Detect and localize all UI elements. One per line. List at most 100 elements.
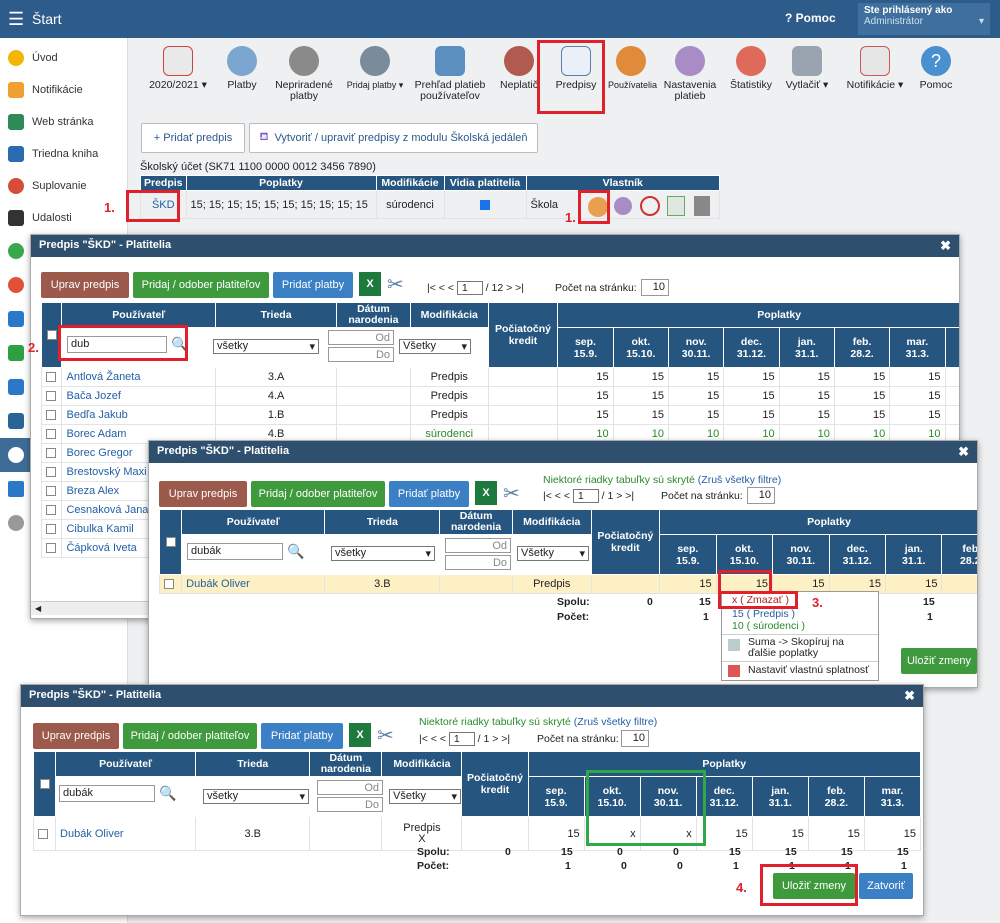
briefcase-icon[interactable] — [0, 302, 127, 336]
menu-item-surodenci[interactable]: 10 ( súrodenci ) — [722, 620, 878, 635]
mod-select[interactable]: Všetky ▾ — [389, 789, 461, 804]
select-all-checkbox[interactable] — [39, 779, 50, 790]
users-icon[interactable] — [588, 197, 608, 217]
menu-item-due-date[interactable]: Nastaviť vlastnú splatnosť — [722, 662, 878, 678]
user-link[interactable]: Dubák Oliver — [60, 827, 124, 840]
search-icon[interactable]: 🔍 — [171, 336, 189, 352]
save-button[interactable]: Uložiť zmeny — [773, 873, 855, 899]
tools-icon[interactable]: ✂ — [503, 483, 520, 505]
gear-icon[interactable] — [0, 506, 127, 540]
add-remove-payers-button[interactable]: Pridaj / odober platiteľov — [133, 272, 269, 298]
check-icon[interactable] — [0, 234, 127, 268]
close-icon[interactable]: ✖ — [904, 688, 915, 703]
add-remove-payers-button[interactable]: Pridaj / odober platiteľov — [251, 481, 385, 507]
add-payments-button[interactable]: Pridať platby — [273, 272, 353, 298]
toolbar-pouzivatelia[interactable]: Používatelia — [608, 44, 657, 91]
row-checkbox[interactable] — [46, 486, 56, 497]
birth-to-input[interactable]: Do — [328, 347, 394, 362]
user-link[interactable]: Bača Jozef — [66, 390, 121, 402]
sidebar-item-udalosti[interactable]: Udalosti — [0, 202, 127, 234]
add-payments-button[interactable]: Pridať platby — [261, 723, 343, 749]
add-remove-payers-button[interactable]: Pridaj / odober platiteľov — [123, 723, 257, 749]
user-link[interactable]: Cesnaková Jana — [66, 504, 149, 516]
user-search-input[interactable]: dubák — [187, 543, 283, 560]
sidebar-item-web[interactable]: Web stránka — [0, 106, 127, 138]
user-link[interactable]: Dubák Oliver — [186, 578, 250, 590]
user-link[interactable]: Antlová Žaneta — [66, 371, 141, 383]
toolbar-nastavenia[interactable]: Nastavenia platieb — [660, 44, 720, 102]
class-select[interactable]: všetky ▾ — [213, 339, 319, 354]
menu-item-copy[interactable]: Suma -> Skopíruj na ďalšie poplatky — [722, 635, 878, 662]
shield-icon[interactable] — [0, 336, 127, 370]
toolbar-year[interactable]: 2020/2021 ▾ — [146, 44, 210, 91]
remove-mod-x[interactable]: X — [418, 832, 426, 845]
menu-item-predpis[interactable]: 15 ( Predpis ) — [732, 608, 796, 620]
row-checkbox[interactable] — [46, 543, 56, 554]
search-icon[interactable]: 🔍 — [287, 543, 305, 559]
row-checkbox[interactable] — [46, 524, 56, 535]
user-link[interactable]: Čápková Iveta — [66, 542, 137, 554]
mod-select[interactable]: Všetky ▾ — [517, 546, 589, 561]
sidebar-item-notifikacie[interactable]: Notifikácie — [0, 74, 127, 106]
class-select[interactable]: všetky ▾ — [331, 546, 435, 561]
scrollbar[interactable]: ◀ — [31, 601, 161, 615]
toolbar-prehlad[interactable]: Prehľad platieb používateľov — [410, 44, 490, 102]
sidebar-item-uvod[interactable]: Úvod — [0, 42, 127, 74]
row-checkbox[interactable] — [46, 448, 56, 459]
user-link[interactable]: Cibulka Kamil — [66, 523, 134, 535]
edit-predpis-button[interactable]: Uprav predpis — [33, 723, 119, 749]
copy-icon[interactable] — [667, 196, 685, 216]
user-link[interactable]: Borec Gregor — [66, 447, 133, 459]
excel-icon[interactable]: X — [475, 481, 497, 505]
row-checkbox[interactable] — [38, 828, 48, 839]
birth-to-input[interactable]: Do — [445, 555, 511, 570]
row-checkbox[interactable] — [46, 372, 56, 383]
user-link[interactable]: Bedľa Jakub — [66, 409, 128, 421]
user-search-input[interactable]: dubák — [59, 785, 155, 802]
save-button[interactable]: Uložiť zmeny — [901, 648, 977, 674]
menu-item-delete[interactable]: x ( Zmazať ) — [732, 594, 790, 606]
per-page-input[interactable]: 10 — [747, 487, 775, 504]
edit-predpis-button[interactable]: Uprav predpis — [159, 481, 247, 507]
mod-select[interactable]: Všetky ▾ — [399, 339, 471, 354]
close-icon[interactable]: ✖ — [958, 444, 969, 459]
search-icon[interactable]: 🔍 — [159, 785, 177, 801]
row-checkbox[interactable] — [46, 429, 56, 440]
row-checkbox[interactable] — [164, 579, 174, 590]
user-link[interactable]: Brestovský Maxi — [66, 466, 147, 478]
cancel-filters-link[interactable]: (Zruš všetky filtre) — [573, 716, 658, 728]
per-page-input[interactable]: 10 — [641, 279, 669, 296]
chart-icon[interactable] — [0, 370, 127, 404]
toolbar-neplatic[interactable]: Neplatič — [494, 44, 544, 91]
toolbar-pomoc[interactable]: ? Pomoc — [912, 44, 960, 91]
library-icon[interactable] — [0, 404, 127, 438]
warning-icon[interactable] — [0, 268, 127, 302]
sidebar-item-suplovanie[interactable]: Suplovanie — [0, 170, 127, 202]
cancel-filters-link[interactable]: (Zruš všetky filtre) — [697, 474, 782, 486]
settings-icon[interactable] — [614, 197, 632, 215]
pager[interactable]: |< < < 1 / 1 > >| — [419, 732, 511, 746]
toolbar-platby[interactable]: Platby — [220, 44, 264, 91]
excel-icon[interactable]: X — [349, 723, 371, 747]
help-link[interactable]: ? Pomoc — [785, 11, 836, 25]
toolbar-vytlacit[interactable]: Vytlačiť ▾ — [782, 44, 832, 91]
tools-icon[interactable]: ✂ — [387, 274, 404, 296]
row-checkbox[interactable] — [46, 467, 56, 478]
add-payments-button[interactable]: Pridať platby — [389, 481, 469, 507]
close-button[interactable]: Zatvoriť — [859, 873, 913, 899]
edit-predpis-button[interactable]: Uprav predpis — [41, 272, 129, 298]
clock-icon[interactable] — [640, 196, 660, 216]
pager[interactable]: |< < < 1 / 1 > >| — [543, 489, 635, 503]
pen-icon[interactable] — [0, 472, 127, 506]
select-all-checkbox[interactable] — [46, 330, 57, 341]
birth-from-input[interactable]: Od — [445, 538, 511, 553]
toolbar-notifikacie[interactable]: Notifikácie ▾ — [840, 44, 910, 91]
per-page-input[interactable]: 10 — [621, 730, 649, 747]
predpis-link[interactable]: ŠKD — [151, 198, 175, 211]
birth-to-input[interactable]: Do — [317, 797, 383, 812]
row-checkbox[interactable] — [46, 505, 56, 516]
user-link[interactable]: Breza Alex — [66, 485, 120, 497]
toolbar-predpisy[interactable]: Predpisy — [546, 44, 606, 91]
sidebar-item-triedna-kniha[interactable]: Triedna kniha — [0, 138, 127, 170]
tools-icon[interactable]: ✂ — [377, 725, 394, 747]
